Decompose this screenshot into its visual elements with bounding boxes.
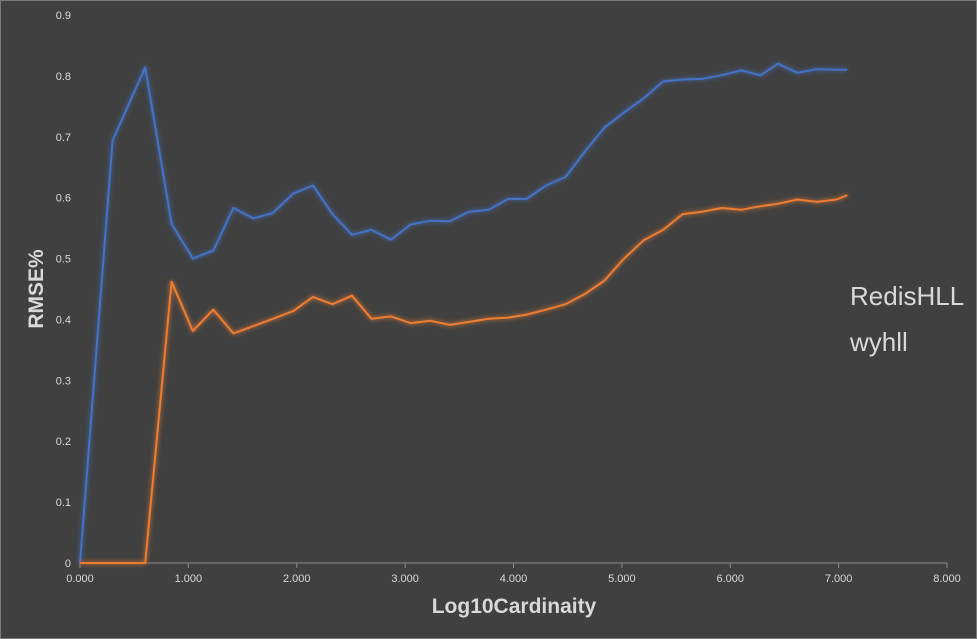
legend: RedisHLL wyhll — [818, 281, 964, 357]
x-tick-label: 5.000 — [608, 573, 636, 585]
x-axis-title: Log10Cardinaity — [432, 595, 597, 618]
legend-label-redishll: RedisHLL — [850, 281, 964, 311]
y-tick-label: 0 — [65, 558, 71, 570]
y-tick-label: 0.7 — [56, 132, 71, 144]
x-tick-label: 2.000 — [283, 573, 311, 585]
y-tick-label: 0.2 — [56, 436, 71, 448]
y-tick-label: 0.3 — [56, 375, 71, 387]
x-tick-label: 4.000 — [500, 573, 528, 585]
y-axis-title: RMSE% — [25, 249, 48, 329]
y-tick-label: 0.1 — [56, 497, 71, 509]
x-tick-label: 1.000 — [175, 573, 203, 585]
y-tick-label: 0.5 — [56, 254, 71, 266]
x-tick-label: 0.000 — [66, 573, 94, 585]
x-tick-label: 8.000 — [933, 573, 961, 585]
x-tick-label: 7.000 — [825, 573, 853, 585]
y-tick-label: 0.6 — [56, 193, 71, 205]
y-tick-label: 0.4 — [56, 314, 71, 326]
series-line-redishll — [79, 62, 848, 564]
y-tick-label: 0.8 — [56, 71, 71, 83]
x-tick-label: 6.000 — [716, 573, 744, 585]
series-line-wyhll — [80, 194, 848, 564]
y-tick-label: 0.9 — [56, 10, 71, 22]
legend-label-wyhll: wyhll — [849, 327, 908, 357]
x-tick-label: 3.000 — [391, 573, 419, 585]
